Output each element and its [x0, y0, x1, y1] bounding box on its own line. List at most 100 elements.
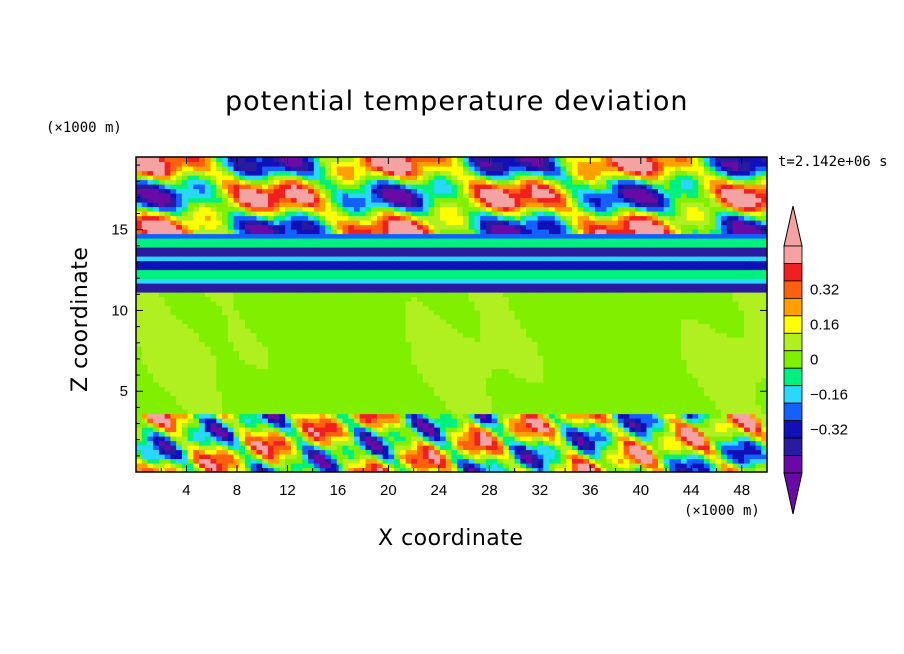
field-cell: [227, 323, 235, 329]
field-cell: [451, 161, 458, 167]
field-cell: [342, 157, 349, 163]
field-cell: [451, 287, 458, 293]
field-cell: [417, 391, 424, 397]
field-cell: [319, 193, 326, 199]
field-cell: [480, 377, 487, 383]
field-cell: [462, 404, 470, 410]
field-cell: [497, 355, 504, 361]
field-cell: [331, 161, 338, 167]
field-cell: [187, 373, 194, 379]
field-cell: [417, 260, 424, 266]
field-cell: [474, 310, 481, 316]
field-cell: [204, 283, 212, 289]
field-cell: [222, 287, 229, 293]
field-cell: [250, 314, 258, 320]
field-cell: [222, 292, 229, 298]
field-cell: [204, 166, 212, 172]
field-cell: [279, 314, 286, 320]
field-cell: [491, 188, 498, 194]
field-cell: [262, 238, 269, 244]
field-cell: [411, 431, 418, 437]
field-cell: [417, 319, 424, 325]
field-cell: [313, 418, 321, 424]
field-cell: [514, 391, 521, 397]
field-cell: [445, 292, 453, 298]
x-axis-label: X coordinate: [378, 526, 524, 551]
field-cell: [462, 161, 470, 167]
field-cell: [348, 418, 355, 424]
field-cell: [164, 427, 172, 433]
field-cell: [296, 202, 303, 208]
field-cell: [388, 274, 395, 280]
field-cell: [233, 287, 240, 293]
field-cell: [193, 319, 200, 325]
field-cell: [279, 233, 286, 239]
field-cell: [164, 161, 172, 167]
field-cell: [267, 422, 275, 428]
field-cell: [199, 463, 206, 469]
field-cell: [365, 161, 372, 167]
field-cell: [531, 274, 539, 280]
field-cell: [428, 206, 435, 212]
field-cell: [244, 467, 252, 472]
field-cell: [313, 409, 321, 415]
field-cell: [382, 179, 389, 185]
field-cell: [239, 251, 246, 257]
field-cell: [170, 301, 177, 307]
field-cell: [342, 445, 349, 451]
field-cell: [468, 368, 476, 374]
field-cell: [216, 287, 223, 293]
field-cell: [222, 233, 229, 239]
field-cell: [273, 193, 281, 199]
field-cell: [353, 341, 361, 347]
field-cell: [227, 283, 235, 289]
field-cell: [376, 170, 384, 176]
field-cell: [411, 386, 418, 392]
field-cell: [302, 296, 309, 302]
field-cell: [256, 193, 263, 199]
field-cell: [531, 224, 539, 230]
field-cell: [227, 278, 235, 284]
field-cell: [285, 364, 292, 370]
field-cell: [451, 409, 458, 415]
field-cell: [210, 386, 217, 392]
field-cell: [158, 202, 166, 208]
field-cell: [296, 305, 303, 311]
field-cell: [382, 301, 389, 307]
field-cell: [543, 386, 550, 392]
field-cell: [262, 242, 269, 248]
field-cell: [434, 305, 441, 311]
field-cell: [204, 391, 212, 397]
field-cell: [227, 422, 235, 428]
field-cell: [428, 323, 435, 329]
field-cell: [359, 287, 367, 293]
field-cell: [227, 314, 235, 320]
field-cell: [365, 359, 372, 365]
field-cell: [302, 292, 309, 298]
field-cell: [244, 215, 252, 221]
field-cell: [508, 179, 516, 185]
field-cell: [204, 170, 212, 176]
field-cell: [181, 323, 189, 329]
field-cell: [514, 337, 521, 343]
field-cell: [376, 179, 384, 185]
field-cell: [468, 305, 476, 311]
field-cell: [445, 395, 453, 401]
field-cell: [170, 296, 177, 302]
field-cell: [508, 391, 516, 397]
field-cell: [394, 197, 401, 203]
field-cell: [325, 323, 332, 329]
field-cell: [153, 368, 160, 374]
field-cell: [371, 310, 378, 316]
field-cell: [371, 323, 378, 329]
field-cell: [319, 454, 326, 460]
field-cell: [353, 220, 361, 226]
field-cell: [388, 323, 395, 329]
field-cell: [273, 283, 281, 289]
field-cell: [170, 314, 177, 320]
field-cell: [491, 184, 498, 190]
field-cell: [193, 260, 200, 266]
field-cell: [422, 458, 430, 464]
field-cell: [503, 400, 510, 406]
field-cell: [376, 220, 384, 226]
